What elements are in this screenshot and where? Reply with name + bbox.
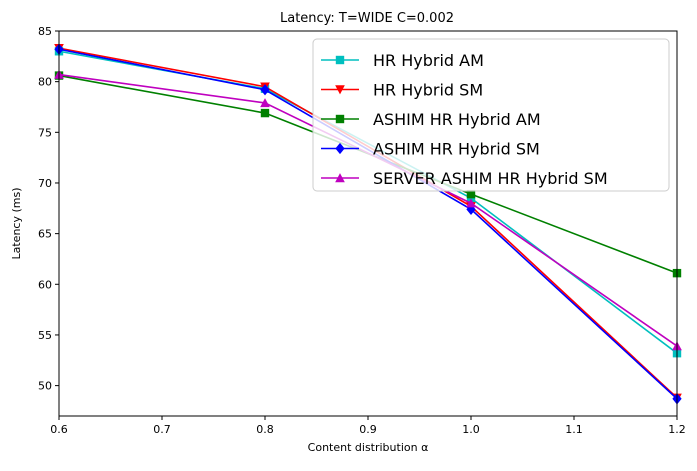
legend-marker <box>335 85 345 95</box>
y-tick-label: 75 <box>38 126 52 139</box>
y-axis-label: Latency (ms) <box>10 187 23 259</box>
y-tick-label: 85 <box>38 25 52 38</box>
x-axis-label: Content distribution α <box>308 441 429 454</box>
chart-title: Latency: T=WIDE C=0.002 <box>280 11 454 26</box>
x-tick-label: 1.1 <box>565 423 583 436</box>
y-tick-label: 80 <box>38 76 52 89</box>
x-tick-label: 1.0 <box>462 423 480 436</box>
legend-marker <box>335 142 345 155</box>
legend-label: ASHIM HR Hybrid AM <box>373 110 541 129</box>
data-point <box>260 98 270 108</box>
data-point <box>466 189 476 199</box>
data-point <box>260 84 270 96</box>
y-tick-label: 60 <box>38 278 52 291</box>
data-point <box>260 108 270 118</box>
x-tick-label: 0.6 <box>50 423 68 436</box>
legend-box <box>312 38 670 192</box>
legend-label: SERVER ASHIM HR Hybrid SM <box>373 169 608 188</box>
x-tick-label: 0.7 <box>153 423 171 436</box>
x-tick-label: 0.8 <box>256 423 274 436</box>
legend-label: ASHIM HR Hybrid SM <box>373 140 540 159</box>
y-tick-label: 50 <box>38 380 52 393</box>
legend-label: HR Hybrid AM <box>373 51 484 70</box>
data-point <box>466 198 476 208</box>
y-tick-label: 65 <box>38 228 52 241</box>
x-tick-label: 0.9 <box>359 423 377 436</box>
y-tick-label: 70 <box>38 177 52 190</box>
legend-marker <box>335 114 345 124</box>
legend-label: HR Hybrid SM <box>373 81 483 100</box>
x-tick-label: 1.2 <box>668 423 686 436</box>
legend-marker <box>335 173 345 183</box>
axis-ticks: 0.6 0.7 0.8 0.9 1.0 1.1 1.2 50 55 60 65 70 75 80 85 <box>38 25 686 436</box>
legend: HR Hybrid AM HR Hybrid SM ASHIM HR Hybrid … <box>312 38 670 192</box>
legend-marker <box>335 55 345 65</box>
y-tick-label: 55 <box>38 329 52 342</box>
